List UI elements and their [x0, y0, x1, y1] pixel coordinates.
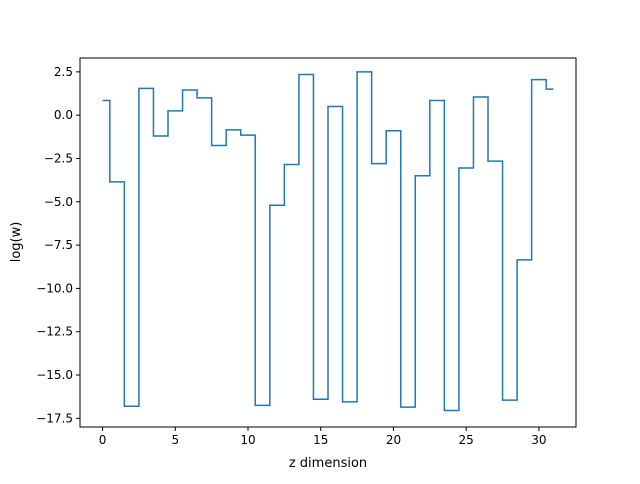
- y-axis: 2.5 0.0 −2.5 −5.0 −7.5 −10.0 −12.5 −15.0 −17.5: [36, 65, 80, 425]
- y-tick-label: −2.5: [44, 151, 73, 165]
- x-tick-label: 30: [531, 433, 546, 447]
- x-axis-label: z dimension: [289, 456, 367, 471]
- x-tick-label: 5: [171, 433, 179, 447]
- y-tick-label: 0.0: [54, 108, 73, 122]
- y-tick-label: −15.0: [36, 368, 73, 382]
- x-tick-label: 0: [99, 433, 107, 447]
- y-tick-label: −12.5: [36, 325, 73, 339]
- plot-area: [102, 71, 554, 412]
- x-tick-label: 20: [386, 433, 401, 447]
- y-tick-label: −17.5: [36, 411, 73, 425]
- y-tick-label: −5.0: [44, 195, 73, 209]
- y-tick-label: −10.0: [36, 281, 73, 295]
- x-axis: 0 5 10 15 20 25 30: [99, 427, 547, 447]
- x-tick-label: 25: [459, 433, 474, 447]
- series-line-0: [102, 71, 554, 412]
- y-axis-label: log(w): [9, 222, 24, 263]
- x-tick-label: 15: [313, 433, 328, 447]
- x-tick-label: 10: [240, 433, 255, 447]
- axes-frame: [79, 57, 577, 428]
- y-tick-label: 2.5: [54, 65, 73, 79]
- y-tick-label: −7.5: [44, 238, 73, 252]
